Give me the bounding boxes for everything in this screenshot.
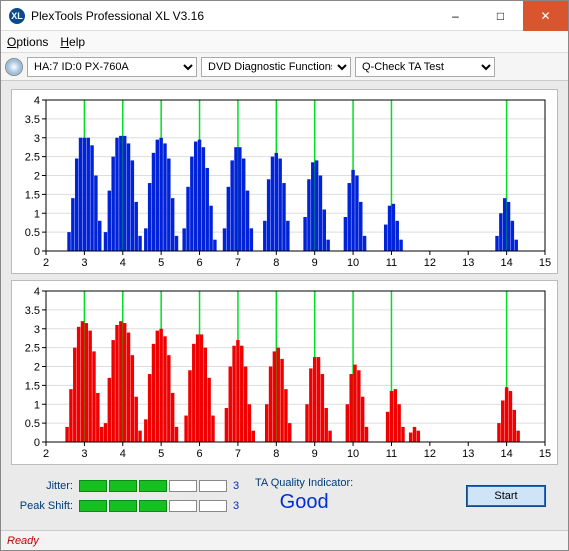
start-button[interactable]: Start — [466, 485, 546, 507]
content-area: 00.511.522.533.5423456789101112131415 00… — [1, 81, 568, 530]
ta-label: TA Quality Indicator: — [255, 477, 353, 489]
menu-options[interactable]: Options — [7, 35, 48, 49]
svg-text:8: 8 — [273, 257, 279, 269]
disc-icon — [5, 58, 23, 76]
svg-text:0: 0 — [34, 246, 40, 258]
menu-help[interactable]: Help — [60, 35, 85, 49]
peakshift-label: Peak Shift: — [15, 500, 73, 512]
status-text: Ready — [7, 535, 39, 547]
svg-text:15: 15 — [539, 448, 551, 460]
ta-value: Good — [255, 491, 353, 514]
menubar: Options Help — [1, 31, 568, 53]
jitter-value: 3 — [233, 480, 245, 492]
svg-text:7: 7 — [235, 448, 241, 460]
svg-text:0.5: 0.5 — [25, 227, 40, 239]
svg-text:8: 8 — [273, 448, 279, 460]
svg-text:7: 7 — [235, 257, 241, 269]
chart-top: 0 0.5 1 1.5 2 2.5 3 3.5 4 2 3 4 5 6 7 8 9 10 11 12 13 14 15 — [11, 89, 558, 274]
meters: Jitter: 3 Peak Shift: 3 — [15, 480, 245, 512]
window-controls: – □ ✕ — [433, 1, 568, 31]
jitter-label: Jitter: — [15, 480, 73, 492]
svg-text:10: 10 — [347, 448, 359, 460]
svg-text:9: 9 — [312, 257, 318, 269]
test-select[interactable]: Q-Check TA Test — [355, 57, 495, 77]
svg-text:2.5: 2.5 — [25, 343, 40, 355]
svg-text:3: 3 — [34, 133, 40, 145]
peakshift-value: 3 — [233, 500, 245, 512]
svg-text:0: 0 — [34, 437, 40, 449]
svg-text:5: 5 — [158, 257, 164, 269]
minimize-button[interactable]: – — [433, 1, 478, 31]
svg-text:2: 2 — [34, 362, 40, 374]
peakshift-row: Peak Shift: 3 — [15, 500, 245, 512]
svg-text:2: 2 — [34, 171, 40, 183]
svg-text:12: 12 — [424, 448, 436, 460]
category-select[interactable]: DVD Diagnostic Functions — [201, 57, 351, 77]
titlebar: XL PlexTools Professional XL V3.16 – □ ✕ — [1, 1, 568, 31]
svg-text:4: 4 — [34, 95, 40, 107]
svg-text:13: 13 — [462, 448, 474, 460]
svg-text:14: 14 — [500, 257, 512, 269]
svg-text:14: 14 — [500, 448, 512, 460]
svg-text:9: 9 — [312, 448, 318, 460]
jitter-row: Jitter: 3 — [15, 480, 245, 492]
svg-text:1.5: 1.5 — [25, 380, 40, 392]
svg-text:6: 6 — [196, 257, 202, 269]
peakshift-segments — [79, 500, 227, 512]
toolbar: HA:7 ID:0 PX-760A DVD Diagnostic Functio… — [1, 53, 568, 81]
app-icon: XL — [9, 8, 25, 24]
bottom-panel: Jitter: 3 Peak Shift: 3 TA Quality Indic… — [11, 471, 558, 516]
statusbar: Ready — [1, 530, 568, 550]
svg-text:4: 4 — [120, 257, 126, 269]
svg-text:6: 6 — [196, 448, 202, 460]
window-title: PlexTools Professional XL V3.16 — [31, 9, 433, 23]
svg-text:2.5: 2.5 — [25, 152, 40, 164]
svg-text:5: 5 — [158, 448, 164, 460]
svg-text:1: 1 — [34, 399, 40, 411]
svg-text:11: 11 — [386, 448, 397, 460]
svg-text:2: 2 — [43, 448, 49, 460]
svg-text:3.5: 3.5 — [25, 305, 40, 317]
svg-text:4: 4 — [120, 448, 126, 460]
svg-text:13: 13 — [462, 257, 474, 269]
ta-indicator: TA Quality Indicator: Good — [255, 477, 353, 514]
svg-text:0.5: 0.5 — [25, 418, 40, 430]
svg-text:2: 2 — [43, 257, 49, 269]
svg-text:1.5: 1.5 — [25, 189, 40, 201]
svg-text:11: 11 — [386, 257, 397, 269]
svg-text:3: 3 — [81, 448, 87, 460]
svg-text:3: 3 — [81, 257, 87, 269]
jitter-segments — [79, 480, 227, 492]
svg-text:3.5: 3.5 — [25, 114, 40, 126]
svg-text:1: 1 — [34, 208, 40, 220]
chart-bottom: 0 0.5 1 1.5 2 2.5 3 3.5 4 2 3 4 5 6 7 8 9 10 11 12 13 14 15 — [11, 280, 558, 465]
close-button[interactable]: ✕ — [523, 1, 568, 31]
svg-text:15: 15 — [539, 257, 551, 269]
svg-text:10: 10 — [347, 257, 359, 269]
drive-select[interactable]: HA:7 ID:0 PX-760A — [27, 57, 197, 77]
svg-text:3: 3 — [34, 324, 40, 336]
svg-text:4: 4 — [34, 286, 40, 298]
maximize-button[interactable]: □ — [478, 1, 523, 31]
svg-text:12: 12 — [424, 257, 436, 269]
